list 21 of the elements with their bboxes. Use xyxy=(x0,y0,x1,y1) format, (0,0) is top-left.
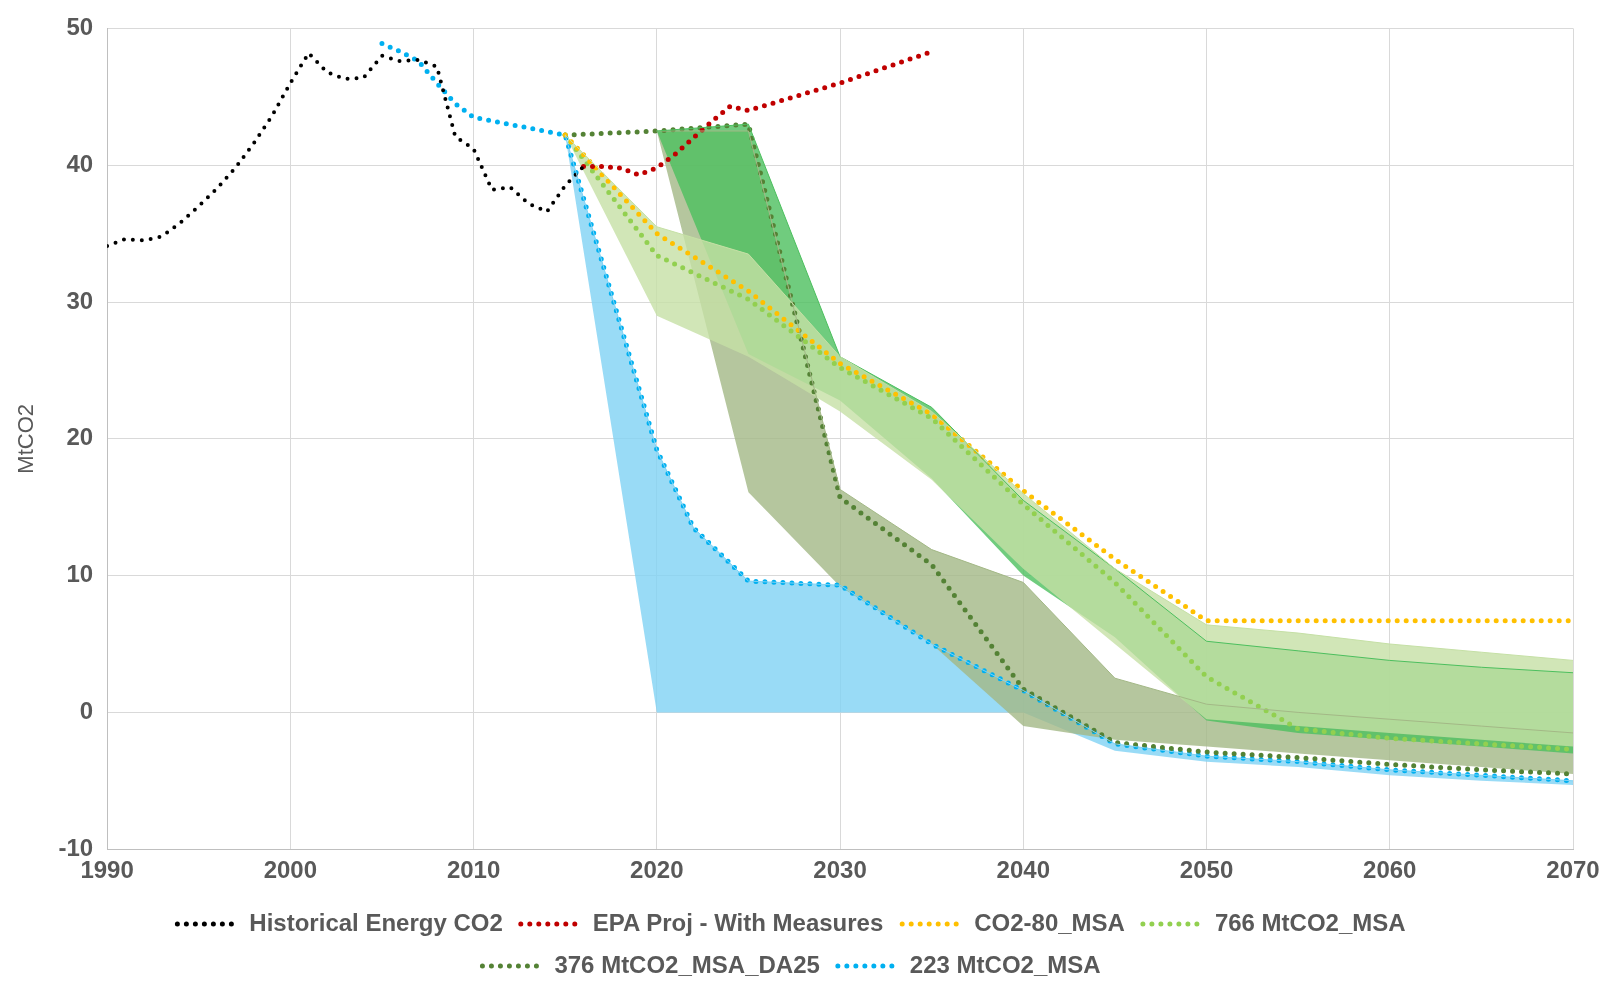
x-tick-label: 2050 xyxy=(1179,856,1234,884)
x-tick-label: 2070 xyxy=(1546,856,1600,884)
legend-label: Historical Energy CO2 xyxy=(249,908,503,936)
x-tick-label: 2020 xyxy=(630,856,684,884)
legend-label: 376 MtCO2_MSA_DA25 xyxy=(554,950,820,978)
legend-label: CO2-80_MSA xyxy=(974,908,1125,936)
legend-label: EPA Proj - With Measures xyxy=(592,908,884,936)
y-tick-label: 40 xyxy=(66,149,94,177)
legend-label: 766 MtCO2_MSA xyxy=(1214,908,1406,936)
x-tick-label: 2000 xyxy=(263,856,318,884)
x-tick-label: 2040 xyxy=(996,856,1050,884)
x-tick-label: 2060 xyxy=(1363,856,1417,884)
y-tick-label: 0 xyxy=(79,697,94,725)
legend-label: 223 MtCO2_MSA xyxy=(909,950,1101,978)
y-axis-title: MtCO2 xyxy=(13,403,39,474)
y-tick-label: 10 xyxy=(66,560,94,588)
y-tick-label: 20 xyxy=(66,423,94,451)
y-tick-label: 30 xyxy=(66,286,94,314)
y-tick-label: 50 xyxy=(66,13,94,41)
x-tick-label: 2010 xyxy=(446,856,501,884)
x-tick-label: 2030 xyxy=(813,856,867,884)
